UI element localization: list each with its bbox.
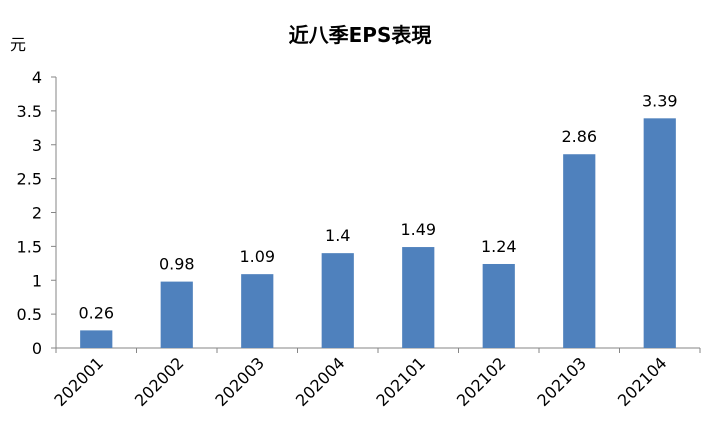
value-label-202103: 2.86 [561,127,597,146]
x-tick-label-202101: 202101 [372,353,429,410]
y-axis-unit-label: 元 [10,35,26,54]
bar-202101 [402,247,435,348]
x-tick-label-202102: 202102 [453,353,510,410]
value-label-202102: 1.24 [481,237,517,256]
y-tick-label: 3.5 [17,102,42,121]
x-tick-labels: 202001 202002 202003 202004 202101 202102 2021… [50,353,670,410]
value-label-202104: 3.39 [642,91,678,110]
y-tick-label: 2.5 [17,170,42,189]
x-tick-label-202004: 202004 [292,353,349,410]
bar-202102 [482,263,515,348]
bar-202103 [563,154,596,348]
bar-202001 [80,330,113,348]
axes: 0 0.5 1 1.5 2 2.5 3 3.5 4 [17,68,701,358]
value-label-202002: 0.98 [159,255,195,274]
x-tick-label-202002: 202002 [131,353,188,410]
bars [80,118,676,348]
y-tick-label: 4 [32,68,42,87]
value-label-202101: 1.49 [400,220,436,239]
bar-202002 [160,281,193,348]
bar-202104 [643,118,676,348]
value-label-202004: 1.4 [325,226,350,245]
value-label-202003: 1.09 [239,247,275,266]
chart-title: 近八季EPS表現 [289,23,432,47]
y-tick-label: 3 [32,136,42,155]
x-tick-label-202001: 202001 [50,353,107,410]
x-tick-label-202104: 202104 [614,353,671,410]
value-labels: 0.26 0.98 1.09 1.4 1.49 1.24 2.86 3.39 [78,91,677,322]
value-label-202001: 0.26 [78,303,114,322]
y-tick-label: 0.5 [17,305,42,324]
bar-202003 [241,274,274,348]
y-tick-label: 1.5 [17,237,42,256]
x-tick-label-202003: 202003 [211,353,268,410]
y-tick-label: 2 [32,204,42,223]
x-tick-label-202103: 202103 [533,353,590,410]
bar-202004 [321,253,354,348]
y-tick-label: 0 [32,339,42,358]
y-tick-label: 1 [32,271,42,290]
